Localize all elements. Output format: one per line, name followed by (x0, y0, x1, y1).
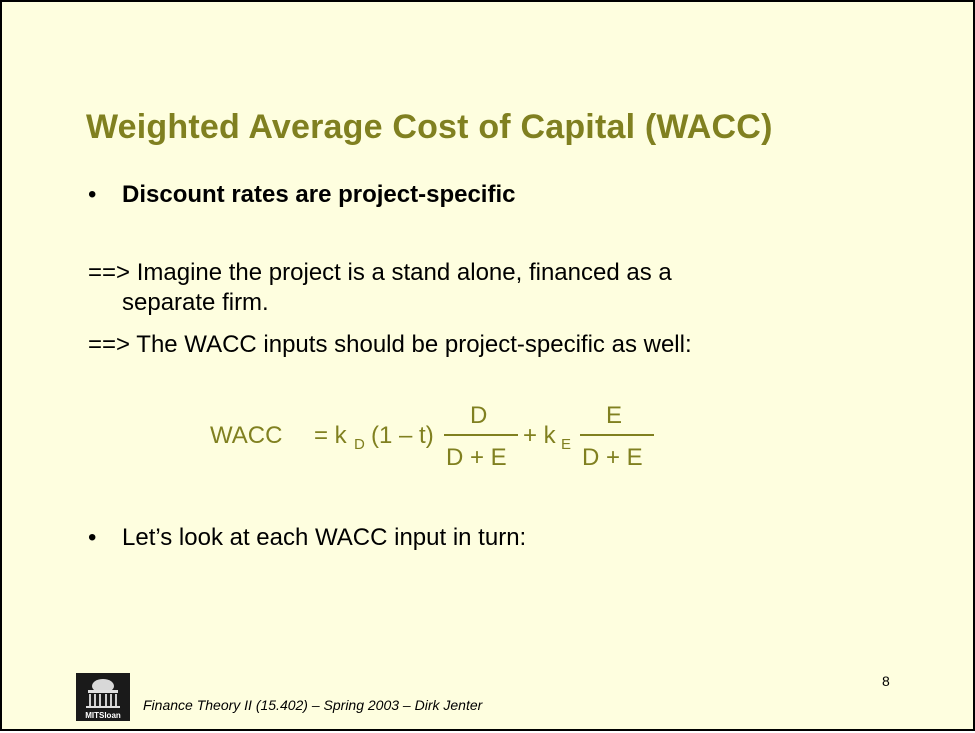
formula-numerator-e: E (606, 402, 623, 429)
formula-eq-k: = k (314, 422, 347, 449)
formula-subscript-d: D (354, 436, 365, 453)
paragraph-imagine: ==> Imagine the project is a stand alone… (88, 258, 672, 318)
bullet-text: Let’s look at each WACC input in turn: (122, 524, 527, 551)
formula-tax-term: (1 – t) (371, 422, 434, 449)
mit-dome-icon: MITSloan (85, 679, 121, 720)
formula-denominator-2: D + E (582, 444, 643, 471)
bullet-marker: • (88, 524, 97, 551)
bullet-marker: • (88, 181, 97, 208)
mit-sloan-logo: MITSloan (76, 673, 130, 721)
footer-course-info: Finance Theory II (15.402) – Spring 2003… (143, 697, 483, 713)
formula-lhs: WACC (210, 422, 283, 449)
page-number: 8 (882, 673, 890, 689)
paragraph-line: ==> The WACC inputs should be project-sp… (88, 331, 692, 358)
svg-text:MITSloan: MITSloan (85, 711, 121, 720)
slide-title: Weighted Average Cost of Capital (WACC) (86, 108, 773, 146)
fraction-bar (580, 434, 654, 436)
paragraph-wacc-inputs: ==> The WACC inputs should be project-sp… (88, 330, 692, 360)
formula-denominator-1: D + E (446, 444, 507, 471)
formula-subscript-e: E (561, 436, 572, 453)
fraction-bar (444, 434, 518, 436)
paragraph-line: ==> Imagine the project is a stand alone… (88, 259, 672, 286)
formula-numerator-d: D (470, 402, 488, 429)
paragraph-line-continued: separate firm. (122, 289, 269, 316)
formula-plus-k: + k (523, 422, 556, 449)
bullet-text: Discount rates are project-specific (122, 181, 516, 208)
